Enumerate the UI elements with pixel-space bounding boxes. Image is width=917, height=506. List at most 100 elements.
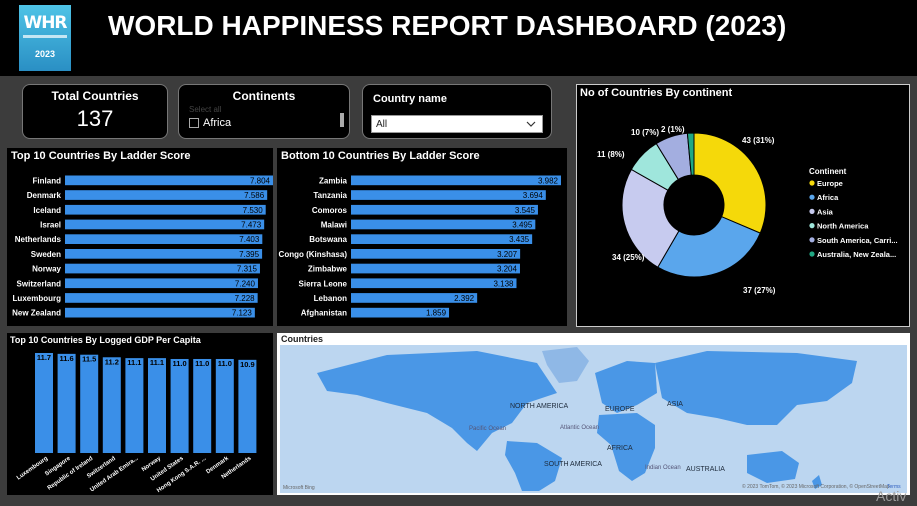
logo-mark: WHR xyxy=(23,13,67,33)
bar[interactable] xyxy=(351,293,478,303)
australia-shape[interactable] xyxy=(747,451,799,483)
category-label: Netherlands xyxy=(15,235,62,244)
gdp-bar[interactable] xyxy=(170,358,189,453)
donut-slice[interactable] xyxy=(693,132,767,234)
gdp-bar[interactable] xyxy=(57,353,76,453)
map-title: Countries xyxy=(281,334,324,344)
category-label: Finland xyxy=(33,176,62,185)
category-label: New Zealand xyxy=(12,309,61,318)
top10-ladder-chart: Top 10 Countries By Ladder Score Finland… xyxy=(7,148,273,326)
category-label: Switzerland xyxy=(17,279,62,288)
europe-shape[interactable] xyxy=(595,361,657,413)
bar[interactable] xyxy=(65,204,266,215)
data-label: 7.804 xyxy=(250,176,271,185)
slice-label: 34 (25%) xyxy=(612,253,645,262)
gdp-bar[interactable] xyxy=(102,357,121,453)
legend-entry[interactable]: North America xyxy=(817,222,869,231)
bar[interactable] xyxy=(351,249,521,259)
label-australia: AUSTRALIA xyxy=(686,466,725,473)
gdp-bar[interactable] xyxy=(193,358,212,453)
donut-slice[interactable] xyxy=(621,168,680,268)
category-label: Zambia xyxy=(319,176,348,185)
bar[interactable] xyxy=(65,307,255,318)
legend-swatch xyxy=(809,208,815,214)
country-slicer-title: Country name xyxy=(373,93,447,105)
country-dropdown[interactable]: All xyxy=(371,115,543,133)
data-label: 7.586 xyxy=(244,191,265,200)
category-label: Afghanistan xyxy=(301,309,347,318)
countries-map[interactable]: Countries NORTH AMERICA EUROPE ASIA AFRI… xyxy=(277,333,910,495)
bar[interactable] xyxy=(65,219,265,230)
label-pacific: Pacific Ocean xyxy=(469,426,506,432)
data-label: 7.395 xyxy=(239,250,260,259)
legend-entry[interactable]: Asia xyxy=(817,207,834,216)
asia-shape[interactable] xyxy=(655,351,857,425)
gdp-bar[interactable] xyxy=(215,358,234,453)
checkbox-icon[interactable] xyxy=(189,118,199,129)
category-label: Tanzania xyxy=(313,191,347,200)
bar[interactable] xyxy=(351,175,561,186)
bar[interactable] xyxy=(351,219,536,230)
data-label: 3.435 xyxy=(509,235,530,244)
bar[interactable] xyxy=(65,190,268,200)
gdp-bar[interactable] xyxy=(238,359,257,453)
gdp-bar[interactable] xyxy=(148,358,166,453)
bar[interactable] xyxy=(65,249,263,259)
donut-slice[interactable] xyxy=(657,216,761,278)
bar[interactable] xyxy=(351,190,546,200)
activation-watermark: Activ xyxy=(876,488,907,504)
continent-option-africa[interactable]: Africa xyxy=(189,117,231,129)
bar[interactable] xyxy=(65,234,263,244)
category-label: Sweden xyxy=(31,250,61,259)
legend-entry[interactable]: Europe xyxy=(817,179,843,188)
bar[interactable] xyxy=(351,234,533,244)
category-label: Iceland xyxy=(33,206,61,215)
north-america-shape[interactable] xyxy=(317,351,557,451)
bing-logo: Microsoft Bing xyxy=(283,485,315,491)
bar[interactable] xyxy=(351,278,517,289)
data-label: 11.0 xyxy=(173,359,187,368)
page-title: WORLD HAPPINESS REPORT DASHBOARD (2023) xyxy=(108,10,787,41)
bar[interactable] xyxy=(65,278,258,289)
map-attribution: © 2023 TomTom, © 2023 Microsoft Corporat… xyxy=(742,483,890,490)
continents-slicer[interactable]: Continents Select all Africa xyxy=(178,84,350,139)
donut-slice[interactable] xyxy=(686,132,695,176)
data-label: 7.240 xyxy=(235,279,256,288)
category-label: Congo (Kinshasa) xyxy=(279,250,348,259)
logo-stripe xyxy=(23,35,67,38)
legend-swatch xyxy=(809,223,815,229)
bar[interactable] xyxy=(65,175,273,186)
data-label: 7.530 xyxy=(243,206,264,215)
bar[interactable] xyxy=(65,263,260,274)
south-america-shape[interactable] xyxy=(505,441,562,491)
gdp-bar[interactable] xyxy=(35,353,53,453)
continent-option-label: Africa xyxy=(203,117,232,129)
category-label: Malawi xyxy=(321,220,347,229)
legend-swatch xyxy=(809,251,815,257)
header-bar: WHR 2023 WORLD HAPPINESS REPORT DASHBOAR… xyxy=(0,0,917,76)
gdp-bar[interactable] xyxy=(125,358,144,453)
slicer-scrollbar[interactable] xyxy=(340,113,344,127)
map-svg[interactable]: NORTH AMERICA EUROPE ASIA AFRICA SOUTH A… xyxy=(277,333,910,495)
category-label: Sierra Leone xyxy=(299,279,348,288)
legend-entry[interactable]: South America, Carri... xyxy=(817,236,898,245)
data-label: 7.123 xyxy=(232,309,253,318)
bar[interactable] xyxy=(65,293,258,303)
total-countries-value: 137 xyxy=(76,106,114,131)
chevron-down-icon[interactable] xyxy=(526,121,536,127)
data-label: 7.403 xyxy=(239,235,260,244)
label-asia: ASIA xyxy=(667,401,683,408)
bar[interactable] xyxy=(351,204,538,215)
top10-ladder-title: Top 10 Countries By Ladder Score xyxy=(11,150,191,162)
gdp-bar[interactable] xyxy=(80,354,99,453)
gdp-title: Top 10 Countries By Logged GDP Per Capit… xyxy=(10,335,201,345)
africa-shape[interactable] xyxy=(597,413,655,481)
nz-shape xyxy=(812,475,822,489)
bar[interactable] xyxy=(351,263,520,274)
legend-entry[interactable]: Africa xyxy=(817,193,839,202)
bar[interactable] xyxy=(351,307,450,318)
country-slicer[interactable]: Country name All xyxy=(362,84,552,139)
legend-entry[interactable]: Australia, New Zeala... xyxy=(817,250,896,259)
map-terms-link[interactable]: Terms xyxy=(887,484,901,490)
label-africa: AFRICA xyxy=(607,445,633,452)
